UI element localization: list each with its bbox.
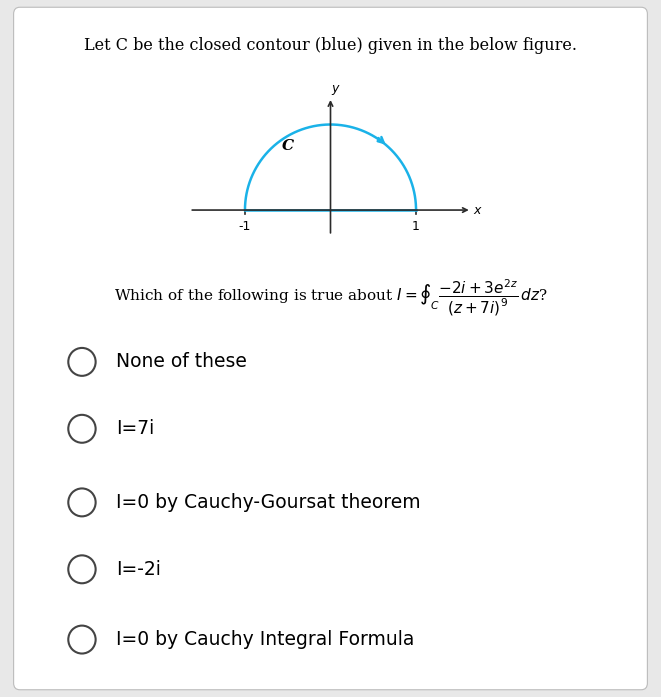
- Text: I=7i: I=7i: [116, 420, 155, 438]
- Text: Which of the following is true about $I = \oint_C \dfrac{-2i+3e^{2z}}{(z+7i)^9}\: Which of the following is true about $I …: [114, 278, 547, 319]
- Text: Let C be the closed contour (blue) given in the below figure.: Let C be the closed contour (blue) given…: [84, 38, 577, 54]
- Text: 1: 1: [412, 220, 420, 233]
- Text: I=0 by Cauchy-Goursat theorem: I=0 by Cauchy-Goursat theorem: [116, 493, 421, 512]
- Text: x: x: [473, 204, 481, 217]
- Text: y: y: [331, 82, 338, 95]
- Text: C: C: [282, 139, 293, 153]
- Text: I=-2i: I=-2i: [116, 560, 161, 579]
- Text: I=0 by Cauchy Integral Formula: I=0 by Cauchy Integral Formula: [116, 630, 414, 649]
- Text: None of these: None of these: [116, 353, 247, 372]
- FancyBboxPatch shape: [14, 7, 647, 690]
- Text: -1: -1: [239, 220, 251, 233]
